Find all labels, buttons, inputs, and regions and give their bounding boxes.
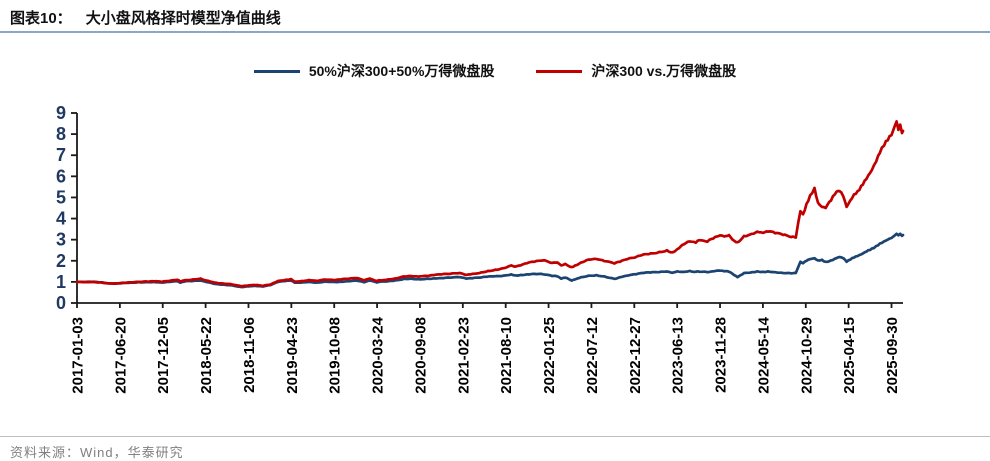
footer-rule — [0, 436, 990, 437]
x-tick-label: 2021-08-10 — [498, 317, 515, 394]
figure-title: 大小盘风格择时模型净值曲线 — [85, 10, 281, 27]
legend-label: 沪深300 vs.万得微盘股 — [591, 63, 737, 79]
x-tick-label: 2025-04-15 — [841, 317, 858, 394]
y-tick-label: 9 — [56, 103, 66, 123]
y-tick-label: 3 — [56, 230, 66, 250]
figure-header: 图表10： 大小盘风格择时模型净值曲线 — [10, 7, 281, 28]
x-tick-label: 2023-06-13 — [670, 317, 687, 394]
x-tick-label: 2017-06-20 — [112, 317, 129, 394]
y-tick-label: 4 — [56, 209, 66, 229]
x-tick-label: 2025-09-30 — [884, 317, 901, 394]
x-tick-label: 2021-02-23 — [455, 317, 472, 394]
x-tick-label: 2022-07-12 — [584, 317, 601, 394]
y-tick-label: 6 — [56, 166, 66, 186]
x-tick-label: 2019-10-08 — [327, 317, 344, 394]
series-line-blue — [75, 232, 905, 289]
series-line-red — [75, 120, 905, 288]
x-tick-label: 2024-10-29 — [798, 317, 815, 394]
y-tick-label: 7 — [56, 145, 66, 165]
legend-label: 50%沪深300+50%万得微盘股 — [308, 63, 495, 79]
x-tick-label: 2018-11-06 — [241, 317, 258, 393]
chart-legend: 50%沪深300+50%万得微盘股 沪深300 vs.万得微盘股 — [0, 61, 990, 81]
x-tick-label: 2018-05-22 — [198, 317, 215, 394]
figure-tag: 图表10： — [10, 10, 72, 27]
x-tick-label: 2017-12-05 — [155, 317, 172, 394]
y-tick-label: 0 — [56, 293, 66, 313]
x-tick-label: 2020-09-08 — [412, 317, 429, 394]
legend-item-timing-model: 沪深300 vs.万得微盘股 — [536, 61, 736, 81]
source-note: 资料来源：Wind，华泰研究 — [10, 445, 184, 460]
y-tick-label: 5 — [56, 187, 66, 207]
y-tick-label: 8 — [56, 124, 66, 144]
y-tick-label: 2 — [56, 251, 66, 271]
y-tick-label: 1 — [56, 272, 66, 292]
legend-item-portfolio: 50%沪深300+50%万得微盘股 — [253, 61, 495, 81]
x-tick-label: 2023-11-28 — [713, 317, 730, 393]
x-tick-label: 2020-03-24 — [370, 316, 387, 393]
title-rule — [0, 31, 990, 33]
x-tick-label: 2019-04-23 — [284, 317, 301, 394]
legend-line-blue-swatch — [253, 69, 300, 73]
x-tick-label: 2022-01-25 — [541, 317, 558, 394]
x-tick-label: 2024-05-14 — [755, 316, 772, 393]
legend-line-red-swatch — [536, 69, 583, 73]
x-tick-label: 2022-12-27 — [627, 317, 644, 394]
x-tick-label: 2017-01-03 — [70, 317, 87, 394]
